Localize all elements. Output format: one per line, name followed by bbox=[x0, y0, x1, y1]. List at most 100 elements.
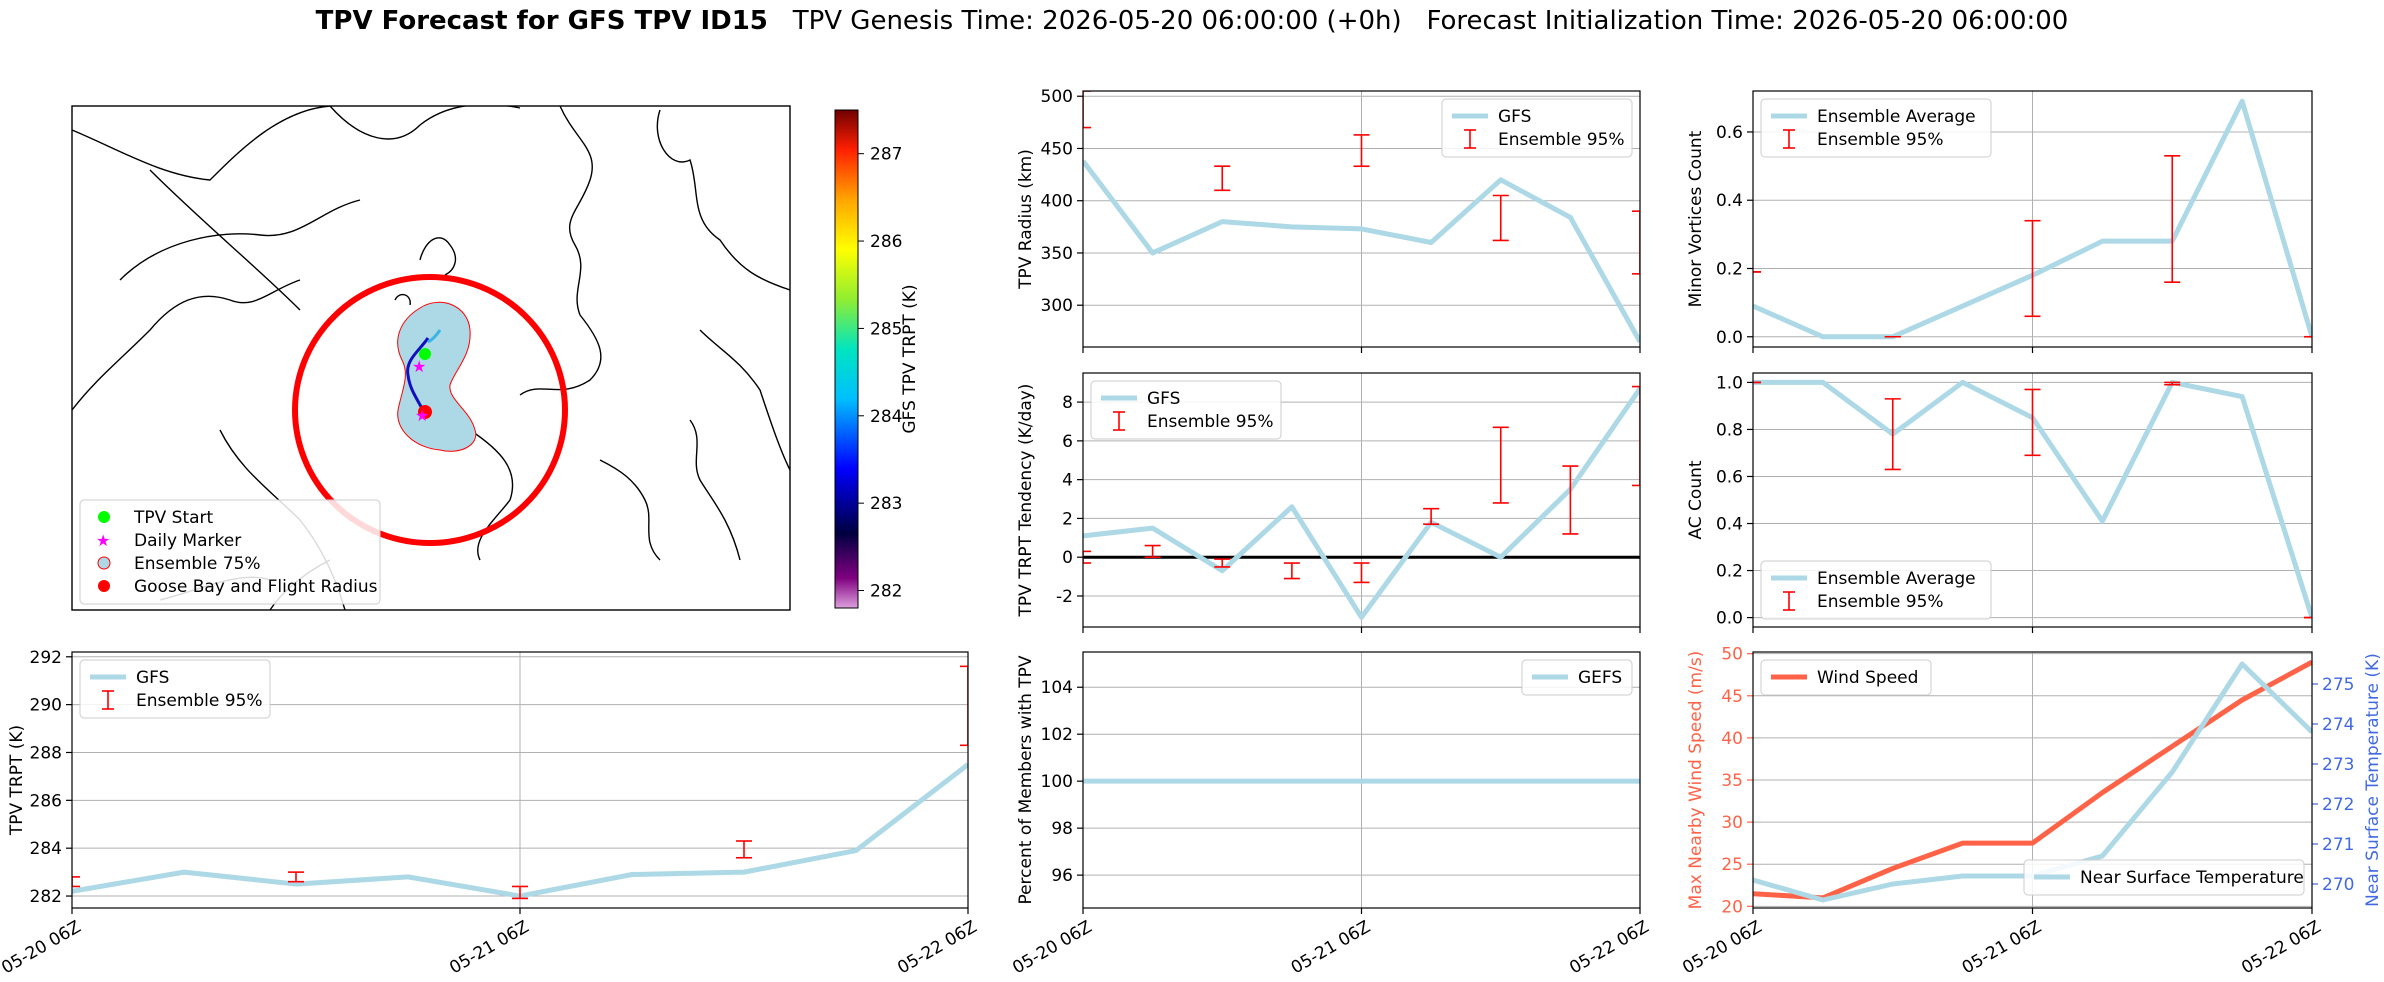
y-tick-label: 40 bbox=[1721, 729, 1743, 749]
tpv-start-marker bbox=[419, 348, 431, 360]
colorbar-label: GFS TPV TRPT (K) bbox=[900, 284, 920, 433]
errorbar bbox=[1492, 426, 1509, 504]
x-tick-label: 05-20 06Z bbox=[0, 917, 85, 978]
y-axis-label: Minor Vortices Count bbox=[1686, 130, 1706, 307]
axes-frame bbox=[1082, 651, 1641, 909]
legend-box bbox=[1090, 380, 1282, 440]
coastline bbox=[72, 279, 301, 411]
errorbar bbox=[72, 876, 80, 888]
errorbar bbox=[1283, 562, 1300, 580]
y-axis-label: Percent of Members with TPV bbox=[1016, 655, 1036, 904]
y-axis-label: TPV TRPT Tendency (K/day) bbox=[1016, 384, 1036, 618]
y-tick-label: 284 bbox=[30, 839, 62, 859]
y-tick-label: 0.0 bbox=[1716, 328, 1743, 348]
legend-label: GEFS bbox=[1578, 668, 1622, 688]
coastline bbox=[599, 459, 661, 561]
errorbar bbox=[1083, 91, 1091, 129]
legend: GFS Ensemble 95% bbox=[79, 659, 271, 719]
errorbar bbox=[1353, 562, 1370, 584]
legend-label: Ensemble 75% bbox=[134, 554, 261, 574]
y-tick-label: 96 bbox=[1051, 866, 1073, 886]
daily-marker-star: ★ bbox=[415, 406, 429, 425]
x-tick-label: 05-22 06Z bbox=[2238, 917, 2324, 978]
legend-box bbox=[1760, 659, 1932, 696]
y-tick-label: 0.6 bbox=[1716, 123, 1743, 143]
errorbar bbox=[1353, 134, 1370, 168]
x-tick-label: 05-20 06Z bbox=[1009, 917, 1095, 978]
coastline bbox=[72, 106, 331, 181]
coastline bbox=[656, 109, 790, 291]
errorbar bbox=[1214, 558, 1231, 568]
legend-box bbox=[79, 499, 381, 605]
legend: GFS Ensemble 95% bbox=[1090, 380, 1282, 440]
errorbar bbox=[1562, 465, 1579, 535]
axes-frame bbox=[1082, 372, 1641, 628]
x-tick-label: 05-21 06Z bbox=[446, 917, 532, 978]
legend: Wind Speed bbox=[1760, 659, 1932, 696]
axes-frame bbox=[1752, 90, 2313, 348]
legend-box bbox=[1760, 98, 1992, 158]
legend-label: Wind Speed bbox=[1817, 668, 1918, 688]
legend: Near Surface Temperature bbox=[2023, 859, 2305, 896]
legend-label: Ensemble Average bbox=[1817, 569, 1976, 589]
y-tick-label: 0.2 bbox=[1716, 562, 1743, 582]
legend-label: Ensemble 95% bbox=[1498, 130, 1625, 150]
legend-marker: ★ bbox=[96, 531, 110, 550]
legend-marker bbox=[98, 511, 110, 523]
plot-area bbox=[1753, 379, 2312, 619]
errorbar bbox=[1423, 507, 1440, 526]
y-tick-label: 286 bbox=[30, 791, 62, 811]
errorbar bbox=[1492, 194, 1509, 242]
daily-marker-star: ★ bbox=[412, 357, 426, 376]
y-tick-label: 0.2 bbox=[1716, 259, 1743, 279]
ensemble-75-area bbox=[397, 301, 477, 452]
errorbar bbox=[1083, 550, 1091, 564]
y-tick-label: 0.8 bbox=[1716, 420, 1743, 440]
tpv-track bbox=[406, 337, 430, 416]
legend-label: GFS bbox=[1147, 389, 1180, 409]
y-tick-label: 300 bbox=[1041, 296, 1073, 316]
errorbar bbox=[1144, 544, 1161, 558]
axes-frame bbox=[1082, 90, 1641, 348]
errorbar bbox=[512, 885, 528, 900]
x-tick-label: 05-21 06Z bbox=[1288, 917, 1374, 978]
panel-wind: 20 25 30 35 40 45 50 05-20 06Z 05-21 06Z 05-22 06… bbox=[1679, 645, 2383, 979]
y-tick-label: 500 bbox=[1041, 87, 1073, 107]
x-tick-label: 05-20 06Z bbox=[1679, 917, 1765, 978]
plot-area bbox=[72, 665, 968, 900]
colorbar-tick-label: 286 bbox=[870, 232, 902, 252]
y-axis-label: Max Nearby Wind Speed (m/s) bbox=[1686, 651, 1706, 910]
y-tick-label: 2 bbox=[1062, 509, 1073, 529]
y-axis-label: TPV Radius (km) bbox=[1016, 149, 1036, 290]
figure-title: TPV Forecast for GFS TPV ID15 TPV Genesi… bbox=[0, 6, 2384, 36]
legend-box bbox=[2023, 859, 2305, 896]
x-tick-label: 05-21 06Z bbox=[1959, 917, 2045, 978]
errorbar bbox=[1632, 210, 1640, 275]
coastline bbox=[469, 429, 514, 561]
y-axis-label: AC Count bbox=[1686, 460, 1706, 539]
panel-minor: 0.0 0.2 0.4 0.6 Minor Vortices Count Ensemble… bbox=[1686, 90, 2313, 353]
y-right-tick-label: 275 bbox=[2322, 675, 2354, 695]
goose-bay-marker bbox=[418, 405, 432, 419]
errorbar bbox=[736, 840, 752, 859]
legend-label: Daily Marker bbox=[134, 531, 241, 551]
y-tick-label: 400 bbox=[1041, 192, 1073, 212]
legend-label: Goose Bay and Flight Radius bbox=[134, 577, 378, 597]
legend-label: Ensemble Average bbox=[1817, 107, 1976, 127]
y-tick-label: 290 bbox=[30, 696, 62, 716]
errorbar bbox=[2164, 155, 2181, 283]
colorbar-tick-label: 284 bbox=[870, 407, 902, 427]
legend-box bbox=[1521, 659, 1633, 696]
map-frame bbox=[71, 105, 791, 611]
y-tick-label: 0 bbox=[1062, 548, 1073, 568]
errorbar bbox=[960, 665, 968, 747]
legend: Ensemble Average Ensemble 95% bbox=[1760, 98, 1992, 158]
legend-label: Near Surface Temperature bbox=[2080, 868, 2304, 888]
y-tick-label: 45 bbox=[1721, 687, 1743, 707]
map-legend: TPV Start ★ Daily Marker Ensemble 75% Goose … bbox=[79, 499, 381, 605]
errorbar bbox=[2024, 388, 2041, 457]
axes-frame bbox=[1752, 372, 2313, 628]
legend-label: Ensemble 95% bbox=[136, 691, 263, 711]
y-tick-label: 104 bbox=[1041, 678, 1073, 698]
y-tick-label: 282 bbox=[30, 887, 62, 907]
